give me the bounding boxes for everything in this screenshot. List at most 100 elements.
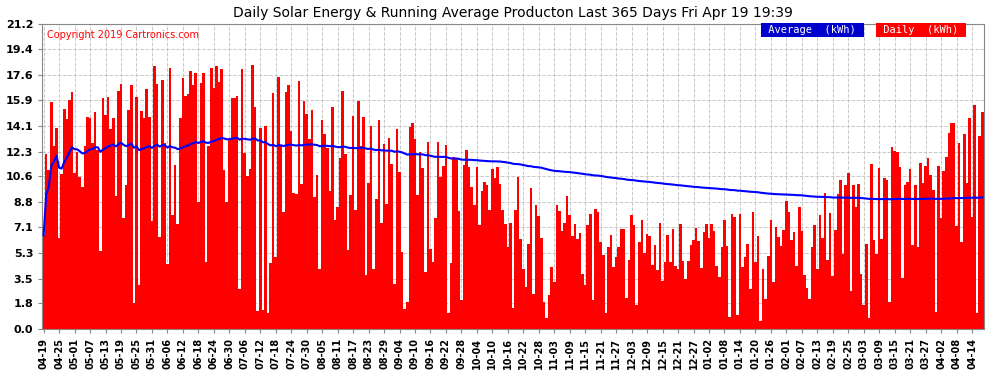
Bar [166,264,168,329]
Bar [362,117,364,329]
Bar [620,230,623,329]
Bar [925,166,927,329]
Text: Daily  (kWh): Daily (kWh) [877,25,965,35]
Bar [674,266,677,329]
Bar [300,184,303,329]
Bar [605,314,607,329]
Bar [419,152,422,329]
Bar [896,152,899,329]
Bar [594,209,597,329]
Bar [359,146,362,329]
Bar [86,117,89,329]
Bar [52,146,55,329]
Bar [814,225,816,329]
Bar [57,238,60,329]
Bar [669,262,671,329]
Bar [821,238,824,329]
Bar [158,237,161,329]
Bar [517,177,520,329]
Bar [762,269,764,329]
Bar [599,242,602,329]
Bar [653,245,656,329]
Bar [422,168,424,329]
Bar [700,268,703,329]
Bar [904,185,906,329]
Bar [793,232,795,329]
Bar [695,228,697,329]
Bar [89,118,91,329]
Bar [633,225,636,329]
Bar [148,117,150,329]
Bar [759,321,762,329]
Bar [416,195,419,329]
Bar [710,224,713,329]
Bar [737,315,739,329]
Bar [543,302,545,329]
Bar [875,254,878,329]
Bar [115,196,117,329]
Bar [684,279,687,329]
Bar [244,153,247,329]
Bar [213,88,215,329]
Bar [586,225,589,329]
Bar [538,216,541,329]
Bar [264,126,266,329]
Bar [141,111,143,329]
Bar [938,166,940,329]
Bar [677,268,679,329]
Bar [189,71,192,329]
Bar [55,128,57,329]
Bar [107,97,109,329]
Bar [462,165,465,329]
Bar [465,150,468,329]
Bar [641,220,644,329]
Bar [723,220,726,329]
Bar [364,275,367,329]
Bar [645,234,648,329]
Bar [221,69,223,329]
Bar [316,175,318,329]
Bar [488,210,491,329]
Bar [772,282,775,329]
Bar [795,266,798,329]
Bar [342,91,345,329]
Bar [906,182,909,329]
Bar [99,251,102,329]
Bar [912,245,914,329]
Bar [215,66,218,329]
Bar [602,255,605,329]
Bar [842,254,844,329]
Bar [708,238,710,329]
Bar [718,278,721,329]
Bar [102,98,104,329]
Bar [703,232,705,329]
Bar [955,226,958,329]
Bar [729,316,731,329]
Bar [615,257,618,329]
Bar [901,278,904,329]
Bar [274,257,277,329]
Bar [867,318,870,329]
Bar [65,118,68,329]
Bar [318,269,321,329]
Bar [628,261,631,329]
Bar [200,83,202,329]
Bar [579,234,581,329]
Bar [279,145,282,329]
Bar [829,213,832,329]
Bar [351,117,354,329]
Bar [303,101,305,329]
Bar [501,210,504,329]
Bar [194,74,197,329]
Bar [248,170,251,329]
Bar [290,131,292,329]
Bar [525,287,527,329]
Bar [168,68,171,329]
Bar [664,262,666,329]
Bar [50,102,52,329]
Bar [651,265,653,329]
Bar [888,302,891,329]
Bar [223,170,226,329]
Bar [965,183,968,329]
Bar [769,220,772,329]
